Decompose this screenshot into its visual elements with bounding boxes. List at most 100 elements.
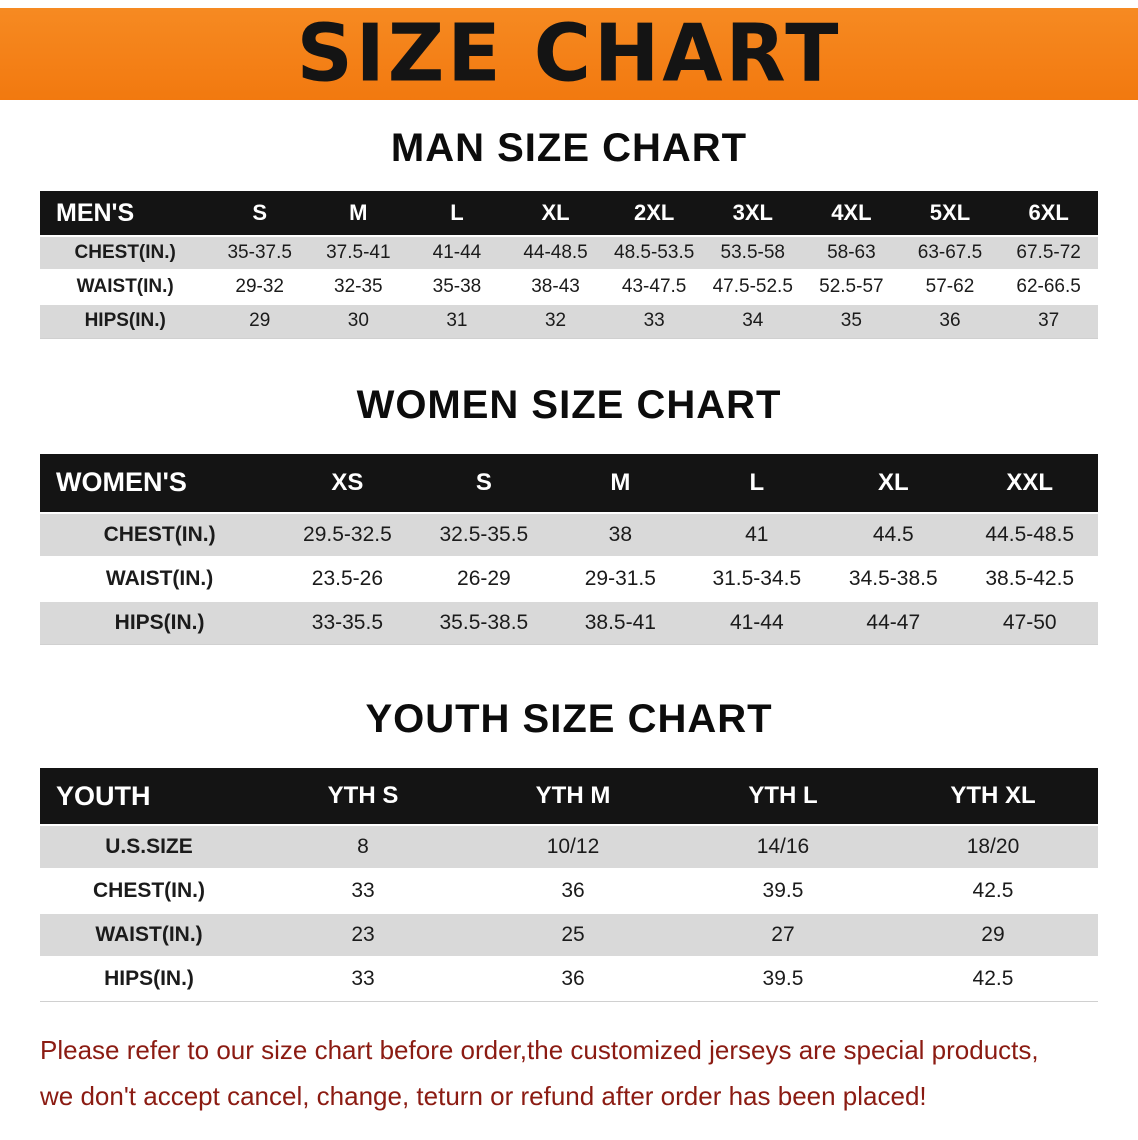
men-size-table-row: WAIST(IN.) 29-32 32-35 35-38 38-43 43-47.5 47.… — [40, 270, 1098, 304]
women-size-table-column-header: XXL — [961, 453, 1098, 513]
women-size-table-cell: 31.5-34.5 — [712, 566, 802, 590]
men-size-table-cell: 31 — [446, 310, 468, 332]
youth-size-table-row: U.S.SIZE 8 10/12 14/16 18/20 — [40, 825, 1098, 869]
section-men: MAN SIZE CHART MEN'S S M L XL 2XL 3XL 4XL 5XL 6XL… — [0, 126, 1138, 339]
women-size-table-cell: 47-50 — [1002, 610, 1057, 634]
men-size-table: MEN'S S M L XL 2XL 3XL 4XL 5XL 6XL CHEST(IN.) 35-37… — [40, 191, 1098, 339]
youth-size-table-column-header: YTH M — [468, 768, 678, 825]
youth-size-table-row: CHEST(IN.) 33 36 39.5 42.5 — [40, 869, 1098, 913]
women-size-table-row-label: HIPS(IN.) — [114, 610, 205, 634]
men-size-table-column-header: 5XL — [900, 191, 1000, 236]
youth-size-table-row-label: U.S.SIZE — [105, 835, 193, 858]
women-size-table-header-row: WOMEN'S XS S M L XL XXL — [40, 453, 1098, 513]
women-size-table-row-label: CHEST(IN.) — [103, 522, 216, 546]
youth-size-table: YOUTH YTH S YTH M YTH L YTH XL U.S.SIZE 8 10/12… — [40, 768, 1098, 1002]
men-size-table-column-header: 4XL — [802, 191, 901, 236]
youth-size-table-cell: 8 — [357, 835, 369, 858]
men-size-table-cell: 37 — [1038, 310, 1060, 332]
women-size-table-cell: 38.5-41 — [584, 610, 656, 634]
men-size-table-cell: 37.5-41 — [326, 242, 391, 263]
women-size-table-column-header: XS — [279, 453, 416, 513]
youth-size-table-column-header: YTH S — [258, 768, 468, 825]
women-size-table-cell: 29.5-32.5 — [303, 522, 392, 546]
women-size-table-cell: 41-44 — [729, 610, 784, 634]
youth-size-table-row-label: WAIST(IN.) — [95, 923, 203, 946]
women-size-table-corner-label: WOMEN'S — [40, 453, 280, 513]
men-size-table-cell: 52.5-57 — [819, 276, 884, 297]
women-size-table-column-header: XL — [825, 453, 962, 513]
notice-line-1: Please refer to our size chart before or… — [40, 1034, 1039, 1065]
youth-size-table-column-header: YTH L — [677, 768, 888, 825]
men-size-table-cell: 33 — [643, 310, 665, 332]
youth-size-table: YOUTH YTH S YTH M YTH L YTH XL U.S.SIZE 8 10/12… — [40, 768, 1098, 1002]
women-section-heading: WOMEN SIZE CHART — [356, 382, 782, 427]
men-section-heading: MAN SIZE CHART — [390, 126, 748, 170]
men-size-table-cell: 53.5-58 — [720, 242, 785, 263]
men-size-table-row: CHEST(IN.) 35-37.5 37.5-41 41-44 44-48.5 48.5… — [40, 236, 1098, 270]
youth-size-table-corner-label: YOUTH — [40, 768, 259, 825]
men-size-table-cell: 44-48.5 — [523, 242, 588, 263]
youth-size-table-cell: 25 — [561, 923, 585, 946]
men-size-table-cell: 35-37.5 — [227, 242, 292, 263]
footer-notice: Please refer to our size chart before or… — [40, 1032, 1098, 1115]
youth-size-table-cell: 23 — [351, 923, 375, 946]
youth-size-table-cell: 36 — [561, 879, 585, 902]
women-size-table-cell: 41 — [745, 522, 769, 546]
men-size-table-row-label: HIPS(IN.) — [84, 310, 166, 332]
women-size-table-column-header: L — [688, 453, 826, 513]
men-size-table-cell: 30 — [347, 310, 369, 332]
youth-size-table-cell: 42.5 — [972, 879, 1014, 902]
men-size-table-cell: 48.5-53.5 — [614, 242, 695, 263]
men-size-table-row-label: WAIST(IN.) — [76, 276, 174, 297]
women-size-table-cell: 35.5-38.5 — [439, 610, 529, 634]
men-size-table-header-row: MEN'S S M L XL 2XL 3XL 4XL 5XL 6XL — [40, 191, 1098, 236]
men-size-table-cell: 58-63 — [827, 242, 876, 263]
youth-size-table-row: WAIST(IN.) 23 25 27 29 — [40, 913, 1098, 957]
youth-size-table-cell: 39.5 — [762, 967, 804, 991]
men-size-table-cell: 38-43 — [531, 276, 580, 297]
men-size-table-cell: 43-47.5 — [621, 276, 687, 297]
youth-size-table-cell: 14/16 — [756, 835, 810, 858]
women-size-table-row: WAIST(IN.) 23.5-26 26-29 29-31.5 31.5-34.5 34… — [40, 556, 1098, 601]
youth-size-table-cell: 33 — [351, 967, 375, 991]
men-size-table-column-header: XL — [506, 191, 605, 236]
women-size-table-cell: 23.5-26 — [311, 566, 384, 590]
youth-size-table-cell: 27 — [771, 923, 795, 946]
women-size-table-cell: 26-29 — [457, 566, 511, 590]
men-size-table-cell: 35-38 — [432, 276, 482, 297]
women-size-table-row: HIPS(IN.) 33-35.5 35.5-38.5 38.5-41 41-44 44-… — [40, 600, 1098, 645]
youth-size-table-cell: 39.5 — [762, 879, 804, 902]
men-size-table-cell: 67.5-72 — [1016, 242, 1081, 263]
women-size-table: WOMEN'S XS S M L XL XXL CHEST(IN.) 29.5-32.5 32.5… — [40, 453, 1098, 646]
men-size-table-column-header: M — [309, 191, 408, 236]
men-size-table-cell: 29 — [249, 310, 271, 332]
section-youth: YOUTH SIZE CHART YOUTH YTH S YTH M YTH L YTH… — [0, 697, 1138, 1002]
youth-size-table-cell: 18/20 — [966, 835, 1020, 858]
women-size-table-cell: 29-31.5 — [584, 566, 656, 590]
men-size-table-cell: 32-35 — [334, 276, 383, 297]
women-size-table-column-header: S — [415, 453, 553, 513]
women-size-table-row-label: WAIST(IN.) — [105, 566, 214, 590]
women-size-table-cell: 34.5-38.5 — [848, 566, 938, 590]
youth-section-heading: YOUTH SIZE CHART — [365, 697, 773, 741]
women-size-table-cell: 38.5-42.5 — [985, 566, 1075, 590]
youth-size-table-row-label: CHEST(IN.) — [93, 879, 205, 902]
women-size-table-cell: 44.5 — [872, 522, 914, 546]
men-size-table-cell: 57-62 — [925, 276, 975, 297]
men-size-table-cell: 34 — [742, 310, 764, 332]
notice-line-2: we don't accept cancel, change, teturn o… — [40, 1080, 927, 1111]
youth-size-table-header-row: YOUTH YTH S YTH M YTH L YTH XL — [40, 768, 1098, 825]
youth-size-table-row: HIPS(IN.) 33 36 39.5 42.5 — [40, 957, 1098, 1001]
men-size-table-column-header: S — [210, 191, 310, 236]
men-size-table-row: HIPS(IN.) 29 30 31 32 33 34 35 36 37 — [40, 304, 1098, 338]
youth-size-table-cell: 10/12 — [546, 835, 600, 858]
women-size-table-column-header: M — [552, 453, 689, 513]
men-size-table-cell: 35 — [840, 310, 862, 332]
youth-size-table-cell: 36 — [561, 967, 585, 991]
women-size-table-cell: 32.5-35.5 — [439, 522, 529, 546]
youth-size-table-cell: 29 — [981, 923, 1005, 946]
men-size-table-cell: 62-66.5 — [1016, 276, 1081, 297]
section-women: WOMEN SIZE CHART WOMEN'S XS S M L XL XXL CHEST(… — [0, 383, 1138, 646]
men-size-table-column-header: 3XL — [703, 191, 803, 236]
men-size-table-row-label: CHEST(IN.) — [74, 242, 176, 263]
